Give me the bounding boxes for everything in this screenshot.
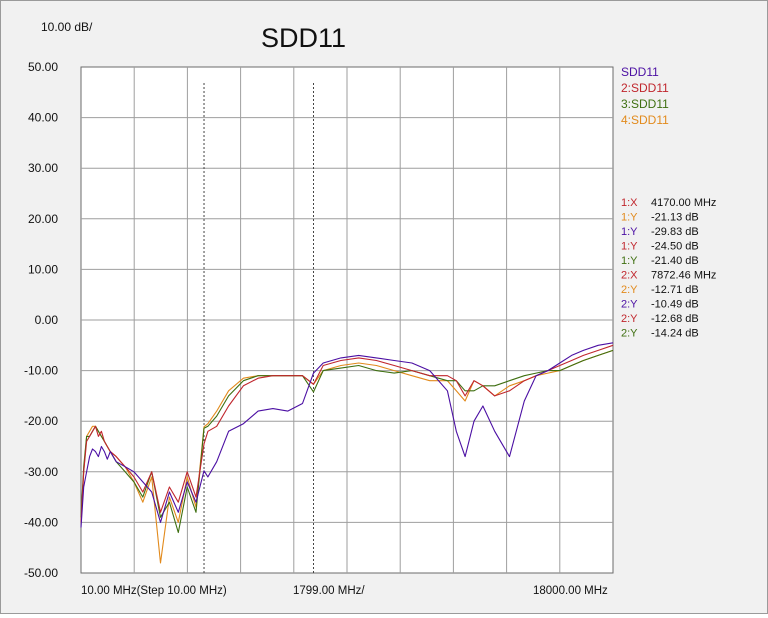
- readout-value: -10.49 dB: [651, 299, 699, 311]
- series-lines: [80, 342, 614, 564]
- readout-label: 1:Y: [621, 212, 638, 224]
- y-tick-label: -10.00: [24, 364, 58, 378]
- scale-label: 10.00 dB/: [41, 20, 93, 34]
- y-tick-label: 0.00: [35, 313, 59, 327]
- readout-label: 1:Y: [621, 241, 638, 253]
- y-tick-label: -40.00: [24, 515, 58, 529]
- readout-label: 2:Y: [621, 299, 638, 311]
- readout-label: 1:Y: [621, 255, 638, 267]
- legend: SDD11 2:SDD11 3:SDD11 4:SDD11: [621, 65, 669, 127]
- y-tick-label: 30.00: [28, 161, 58, 175]
- y-tick-label: 50.00: [28, 60, 58, 74]
- legend-entry: SDD11: [621, 65, 659, 79]
- readout-label: 1:X: [621, 197, 638, 209]
- readout-label: 2:X: [621, 270, 638, 282]
- y-tick-label: -30.00: [24, 465, 58, 479]
- marker-lines: [203, 83, 315, 573]
- readout-label: 2:Y: [621, 328, 638, 340]
- series-line: [80, 342, 614, 528]
- x-stop-label: 18000.00 MHz: [533, 585, 608, 597]
- series-line: [80, 344, 614, 523]
- readout-value: -21.13 dB: [651, 212, 699, 224]
- readout-label: 2:Y: [621, 284, 638, 296]
- readout-value: -29.83 dB: [651, 226, 699, 238]
- readout-value: -12.71 dB: [651, 284, 699, 296]
- y-tick-label: -50.00: [24, 566, 58, 580]
- y-tick-label: 10.00: [28, 262, 58, 276]
- readout-value: 7872.46 MHz: [651, 270, 716, 282]
- legend-entry: 4:SDD11: [621, 113, 669, 127]
- legend-entry: 3:SDD11: [621, 97, 669, 111]
- x-start-label: 10.00 MHz(Step 10.00 MHz): [81, 585, 227, 597]
- y-tick-label: 40.00: [28, 111, 58, 125]
- x-center-label: 1799.00 MHz/: [293, 585, 365, 597]
- chart-title: SDD11: [261, 23, 346, 53]
- grid-lines: [81, 67, 613, 573]
- marker-readout: 1:X 4170.00 MHz 1:Y -21.13 dB 1:Y -29.83 dB 1:…: [621, 197, 716, 340]
- readout-value: -24.50 dB: [651, 241, 699, 253]
- legend-entry: 2:SDD11: [621, 81, 669, 95]
- readout-value: -21.40 dB: [651, 255, 699, 267]
- readout-value: -12.68 dB: [651, 313, 699, 325]
- readout-label: 2:Y: [621, 313, 638, 325]
- readout-value: 4170.00 MHz: [651, 197, 716, 209]
- y-axis-labels: 50.00 40.00 30.00 20.00 10.00 0.00 -10.00 -20.0…: [24, 60, 58, 580]
- y-tick-label: -20.00: [24, 414, 58, 428]
- y-tick-label: 20.00: [28, 212, 58, 226]
- readout-label: 1:Y: [621, 226, 638, 238]
- readout-value: -14.24 dB: [651, 328, 699, 340]
